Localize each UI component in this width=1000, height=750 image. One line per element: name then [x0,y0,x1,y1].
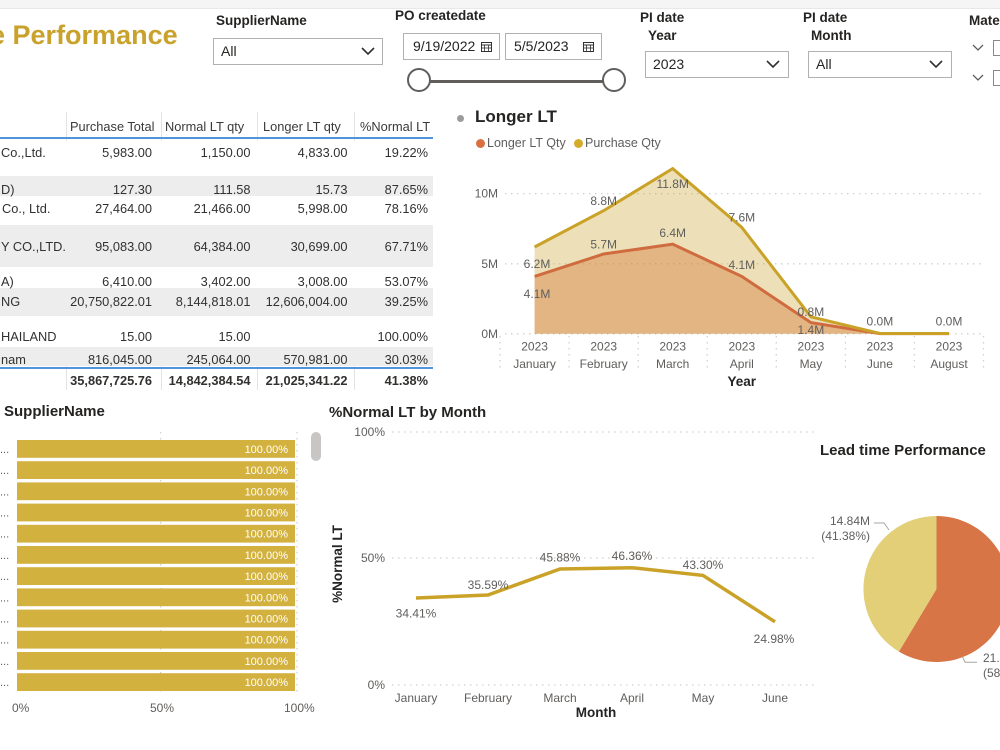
svg-text:(41.38%): (41.38%) [821,529,870,543]
svg-text:February: February [580,357,628,371]
svg-text:0.0M: 0.0M [936,314,963,328]
svg-text:2023: 2023 [728,340,755,354]
svg-text:0M: 0M [481,327,498,341]
svg-text:34.41%: 34.41% [396,607,437,621]
svg-text:100.00%: 100.00% [245,550,289,562]
svg-text:0.8M: 0.8M [798,305,825,319]
svg-text:50%: 50% [361,551,385,565]
svg-text:100.00%: 100.00% [245,677,289,689]
svg-text:100.00%: 100.00% [245,614,289,626]
svg-text:11.8M: 11.8M [656,177,688,191]
svg-text:%Normal LT: %Normal LT [330,524,345,603]
svg-text:0%: 0% [368,678,386,692]
svg-text:10M: 10M [475,187,498,201]
svg-text:January: January [513,357,556,371]
svg-text:45.88%: 45.88% [540,551,581,565]
svg-text:100.00%: 100.00% [245,465,289,477]
svg-text:2023: 2023 [521,340,548,354]
svg-text:2023: 2023 [659,340,686,354]
svg-text:2023: 2023 [798,340,825,354]
svg-text:2023: 2023 [590,340,617,354]
svg-text:2023: 2023 [936,340,963,354]
svg-text:...: ... [0,614,9,626]
svg-text:...: ... [0,571,9,583]
svg-text:March: March [543,691,576,705]
svg-text:100.00%: 100.00% [245,508,289,520]
svg-text:...: ... [0,677,9,689]
svg-text:5M: 5M [481,257,498,271]
svg-text:8.8M: 8.8M [590,194,617,208]
svg-text:0.0M: 0.0M [867,314,894,328]
svg-text:August: August [930,357,968,371]
svg-text:100.00%: 100.00% [245,529,289,541]
svg-text:6.4M: 6.4M [659,226,686,240]
svg-text:14.84M: 14.84M [830,514,870,528]
svg-text:June: June [762,691,788,705]
svg-text:4.1M: 4.1M [524,287,551,301]
svg-text:January: January [395,691,438,705]
svg-text:...: ... [0,656,9,668]
svg-text:6.2M: 6.2M [524,257,551,271]
svg-text:Month: Month [576,705,616,720]
svg-text:4.1M: 4.1M [728,258,755,272]
svg-text:100.00%: 100.00% [245,592,289,604]
svg-text:March: March [656,357,689,371]
svg-text:...: ... [0,444,9,456]
svg-text:100.00%: 100.00% [245,635,289,647]
svg-text:24.98%: 24.98% [754,632,795,646]
svg-text:100.00%: 100.00% [245,656,289,668]
svg-text:100.00%: 100.00% [245,571,289,583]
svg-text:100%: 100% [354,425,385,439]
svg-text:February: February [464,691,512,705]
svg-text:7.6M: 7.6M [728,211,755,225]
svg-text:May: May [800,357,823,371]
svg-text:...: ... [0,508,9,520]
svg-text:June: June [867,357,893,371]
svg-text:(58.62%): (58.62%) [983,666,1000,680]
svg-text:43.30%: 43.30% [683,558,724,572]
svg-text:April: April [620,691,644,705]
svg-text:...: ... [0,529,9,541]
svg-text:5.7M: 5.7M [590,238,617,252]
svg-text:April: April [730,357,754,371]
svg-text:...: ... [0,550,9,562]
svg-text:Year: Year [728,374,757,389]
svg-text:...: ... [0,486,9,498]
svg-text:21.03M: 21.03M [983,651,1000,665]
svg-text:...: ... [0,635,9,647]
svg-text:...: ... [0,465,9,477]
svg-text:100.00%: 100.00% [245,444,289,456]
svg-text:46.36%: 46.36% [612,549,653,563]
svg-text:100.00%: 100.00% [245,486,289,498]
svg-text:...: ... [0,592,9,604]
svg-text:35.59%: 35.59% [468,578,509,592]
svg-text:2023: 2023 [867,340,894,354]
svg-text:May: May [692,691,715,705]
svg-text:1.4M: 1.4M [798,323,825,337]
